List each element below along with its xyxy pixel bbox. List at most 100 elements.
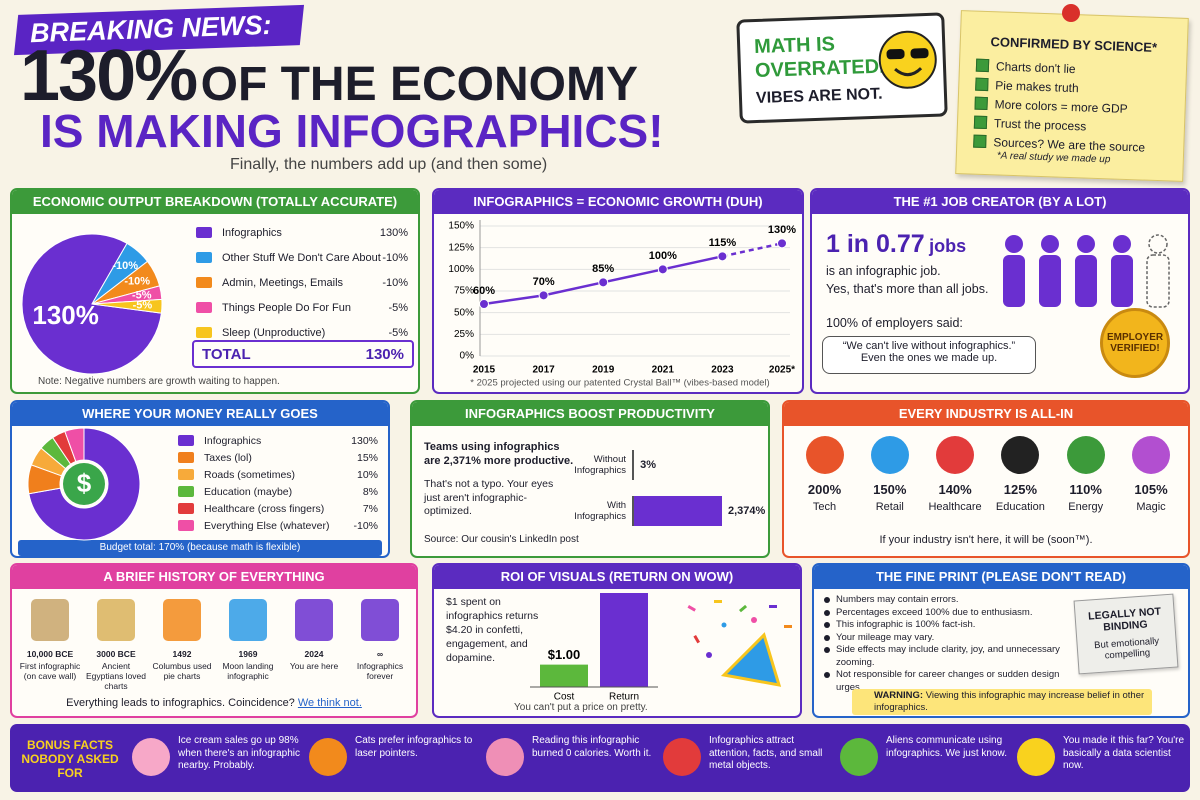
donut-center: [63, 463, 105, 505]
industry-name: Magic: [1136, 501, 1166, 513]
legend-item: Taxes (lol) 15%: [178, 449, 378, 466]
bonus-bar: BONUS FACTS NOBODY ASKED FOR Ice cream s…: [10, 724, 1190, 792]
title-number: 130%: [20, 36, 198, 116]
note: Note: Negative numbers are growth waitin…: [38, 376, 280, 387]
industry: 125% Education: [988, 430, 1053, 513]
note-item-text: Charts don't lie: [995, 58, 1076, 76]
line: [483, 242, 783, 306]
history-date: 2024: [304, 649, 324, 659]
value-label: 2,374%: [728, 505, 766, 517]
bonus-fact: Cats prefer infographics to laser pointe…: [305, 724, 480, 792]
industry-value: 200%: [807, 482, 842, 497]
legend-value: -10%: [353, 519, 378, 532]
history-item: 3000 BCE Ancient Egyptians loved charts: [84, 593, 148, 691]
hbar-row: Without Infographics 3%: [562, 442, 767, 488]
total-value: 130%: [365, 346, 404, 363]
slice: [91, 298, 163, 314]
history-caption: Infographics forever: [356, 661, 404, 681]
legend-value: -5%: [388, 326, 408, 339]
jobs-unit: jobs: [929, 236, 967, 256]
legend-value: -5%: [388, 301, 408, 314]
history-item: 10,000 BCE First infographic (on cave wal…: [18, 593, 82, 681]
slice: [28, 427, 141, 541]
bonus-text: Infographics attract attention, facts, a…: [709, 735, 823, 771]
fine-item: Side effects may include clarity, joy, a…: [822, 644, 1072, 669]
history-item: ∞ Infographics forever: [348, 593, 412, 681]
bullet: [824, 622, 830, 628]
value-label: 130%: [768, 224, 796, 236]
legend-item: Things People Do For Fun -5%: [196, 295, 408, 320]
fine-item-text: Your mileage may vary.: [836, 631, 935, 643]
jobs-text: is an infographic job.: [826, 264, 941, 278]
history-caption: You are here: [289, 661, 339, 671]
jobs-panel: THE #1 JOB CREATOR (BY A LOT) 1 in 0.77 …: [810, 188, 1190, 394]
legend-swatch: [178, 435, 194, 446]
legend-value: 130%: [379, 226, 408, 239]
history-date: 1969: [238, 649, 258, 659]
note: Budget total: 170% (because math is flex…: [99, 542, 301, 553]
legend-item: Everything Else (whatever) -10%: [178, 517, 378, 534]
legend-label: Things People Do For Fun: [222, 301, 352, 314]
category-label: With Infographics: [574, 500, 626, 522]
quote: “We can't live without infographics.”: [842, 340, 1016, 352]
legend-item: Admin, Meetings, Emails -10%: [196, 270, 408, 295]
jobs-text: 100% of employers said:: [826, 316, 963, 330]
point: [777, 238, 787, 249]
industry-value: 140%: [938, 482, 972, 497]
industry: 150% Retail: [857, 430, 922, 513]
industry-icon: [936, 436, 975, 474]
warning-text: Viewing this infographic may increase be…: [874, 690, 1145, 713]
value-label: $1.00: [548, 647, 581, 662]
note-item-text: Trust the process: [993, 115, 1087, 134]
jobs-number: 1 in 0.77: [826, 230, 925, 258]
checkbox: [975, 77, 989, 92]
bonus-icon: [309, 738, 347, 776]
sticker-line: VIBES ARE NOT.: [755, 85, 883, 108]
smiley: [878, 30, 937, 89]
history-icon: [361, 599, 399, 641]
legend-value: 10%: [356, 468, 378, 481]
history-caption: Moon landing infographic: [222, 661, 274, 681]
fine-item: Your mileage may vary.: [822, 632, 1072, 645]
legend-label: Roads (sometimes): [204, 468, 296, 481]
category-label: Return: [609, 692, 639, 703]
history-icon: [295, 599, 333, 641]
legend-swatch: [178, 520, 194, 531]
history-date: 3000 BCE: [96, 649, 136, 659]
bonus-text: Ice cream sales go up 98% when there's a…: [178, 735, 300, 771]
value-label: 100%: [649, 250, 677, 262]
legend-label: Infographics: [222, 226, 282, 239]
panel-title: ROI OF VISUALS (RETURN ON WOW): [434, 565, 800, 589]
legend-swatch: [196, 302, 212, 313]
industry-value: 150%: [873, 482, 907, 497]
bonus-text: You made it this far? You're basically a…: [1063, 735, 1185, 771]
warning-head: WARNING:: [874, 690, 924, 701]
sticker-line: OVERRATED.: [754, 55, 885, 83]
history-icon: [97, 599, 135, 641]
badge-text: EMPLOYER VERIFIED!: [1107, 332, 1164, 354]
industry: 105% Magic: [1119, 430, 1184, 513]
x-tick-label: 2025*: [769, 365, 795, 376]
bonus-facts: Ice cream sales go up 98% when there's a…: [128, 724, 1188, 792]
hbar-chart: Without Infographics 3% With Infographics 2…: [562, 442, 767, 534]
industry: 200% Tech: [792, 430, 857, 513]
industry-panel: EVERY INDUSTRY IS ALL-IN 200% Tech 150% Ret…: [782, 400, 1190, 558]
point: [538, 290, 549, 301]
industry-name: Energy: [1068, 501, 1104, 513]
money-panel: $ WHERE YOUR MONEY REALLY GOES Infograph…: [10, 400, 390, 558]
legend-label: Education (maybe): [204, 485, 293, 498]
y-tick-label: 75%: [454, 286, 474, 297]
body-text: $1 spent on infographics returns $4.20 i…: [446, 596, 539, 664]
history-date: ∞: [376, 649, 384, 659]
stamp-text: LEGALLY NOT BINDING: [1087, 605, 1162, 634]
stamp-sub: But emotionally compelling: [1093, 635, 1160, 662]
bonus-fact: You made it this far? You're basically a…: [1013, 724, 1188, 792]
industry-items: 200% Tech 150% Retail 140% Healthcare 125% Educ…: [792, 430, 1184, 530]
bonus-text: Aliens communicate using infographics. W…: [886, 735, 1007, 759]
history-item: 2024 You are here: [282, 593, 346, 671]
bullet: [824, 597, 830, 603]
donut-chart: $: [27, 427, 141, 541]
science-note: CONFIRMED BY SCIENCE* Charts don't lie Pi…: [955, 10, 1189, 182]
note-bar: [18, 540, 382, 556]
